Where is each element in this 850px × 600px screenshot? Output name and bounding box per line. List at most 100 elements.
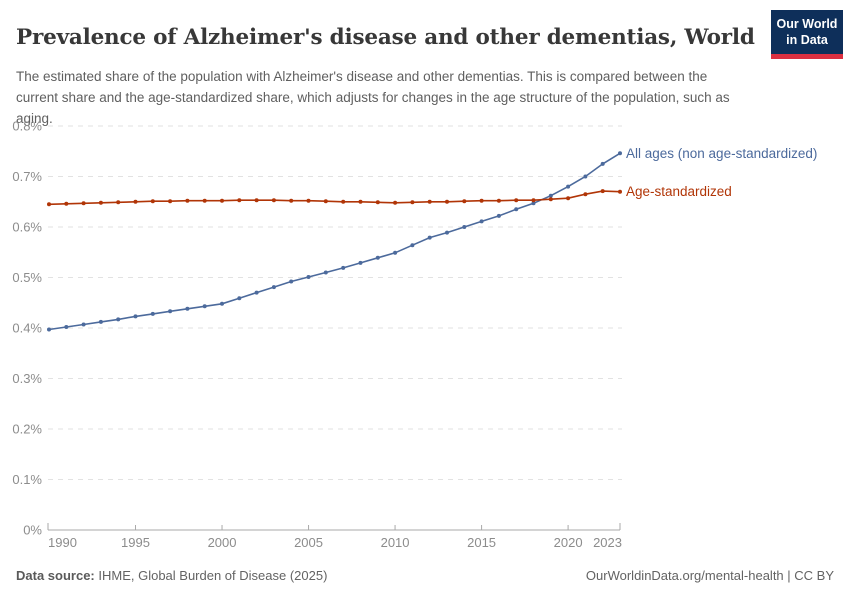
series-line-all-ages[interactable]: [48, 152, 621, 331]
x-axis-tick-label: 2020: [554, 535, 583, 550]
data-point-all-ages: [150, 311, 155, 316]
data-point-all-ages: [133, 314, 138, 319]
data-point-age-standardized: [150, 199, 155, 204]
data-point-all-ages: [583, 174, 588, 179]
data-point-age-standardized: [254, 198, 259, 203]
data-point-all-ages: [116, 317, 121, 322]
y-axis-tick-label: 0.6%: [12, 220, 42, 235]
x-axis-tick-label: 2015: [467, 535, 496, 550]
data-point-all-ages: [47, 327, 51, 332]
data-point-all-ages: [479, 219, 484, 224]
y-axis-tick-label: 0%: [23, 523, 42, 538]
x-axis-tick-label: 2023: [593, 535, 622, 550]
axis-labels-group: 0% 0.1% 0.2% 0.3% 0.4% 0.5% 0.6% 0.7% 0.8% 1990 19…: [12, 119, 622, 551]
data-point-age-standardized: [98, 200, 103, 205]
x-axis-tick-label: 1990: [48, 535, 77, 550]
data-point-age-standardized: [514, 198, 519, 203]
page-title: Prevalence of Alzheimer's disease and ot…: [16, 25, 755, 51]
data-point-all-ages: [306, 275, 311, 279]
data-point-age-standardized: [202, 198, 207, 203]
data-point-age-standardized: [375, 200, 380, 205]
data-source-label: Data source:: [16, 568, 95, 583]
data-point-all-ages: [618, 151, 622, 156]
data-source-text: IHME, Global Burden of Disease (2025): [94, 568, 328, 583]
data-point-all-ages: [445, 230, 449, 235]
data-point-all-ages: [548, 193, 553, 198]
data-point-age-standardized: [393, 200, 398, 205]
data-source-note: Data source: IHME, Global Burden of Dise…: [16, 568, 327, 583]
series-group: All ages (non age-standardized) Age-stand…: [47, 146, 817, 332]
chart-footer: Data source: IHME, Global Burden of Dise…: [16, 568, 834, 583]
y-axis-tick-label: 0.5%: [12, 270, 42, 285]
data-point-all-ages: [237, 296, 242, 301]
owid-logo-line2: in Data: [786, 32, 828, 47]
data-point-all-ages: [514, 207, 519, 212]
data-point-all-ages: [98, 319, 103, 324]
owid-logo-line1: Our World: [776, 17, 838, 31]
data-point-all-ages: [341, 265, 346, 270]
data-point-age-standardized: [81, 201, 86, 206]
data-point-all-ages: [531, 201, 536, 206]
data-point-age-standardized: [600, 189, 605, 194]
data-point-age-standardized: [583, 192, 588, 197]
data-point-all-ages: [427, 235, 432, 240]
data-point-all-ages: [254, 290, 259, 295]
data-point-age-standardized: [220, 198, 224, 203]
data-point-age-standardized: [531, 198, 536, 203]
data-point-age-standardized: [64, 201, 69, 206]
y-axis-tick-label: 0.4%: [12, 321, 42, 336]
x-axis-tick-label: 2010: [381, 535, 410, 550]
x-axis-tick-label: 2005: [294, 535, 323, 550]
data-point-all-ages: [375, 255, 380, 260]
data-point-all-ages: [271, 285, 276, 290]
gridlines-group: [48, 125, 622, 480]
data-point-all-ages: [393, 250, 398, 255]
x-axis-tick-label: 2000: [208, 535, 237, 550]
data-point-age-standardized: [462, 199, 467, 204]
data-point-all-ages: [410, 243, 415, 248]
owid-link[interactable]: OurWorldinData.org/mental-health | CC BY: [585, 568, 834, 583]
data-point-all-ages: [462, 225, 467, 229]
data-point-age-standardized: [479, 198, 484, 203]
data-point-age-standardized: [341, 199, 346, 204]
data-point-age-standardized: [496, 198, 501, 203]
data-point-all-ages: [323, 270, 328, 275]
data-point-age-standardized: [289, 198, 294, 203]
series-label-age-standardized[interactable]: Age-standardized: [626, 184, 732, 199]
data-point-all-ages: [64, 325, 69, 329]
chart-subtitle: The estimated share of the population wi…: [16, 68, 730, 127]
series-label-all-ages[interactable]: All ages (non age-standardized): [626, 146, 817, 161]
data-point-all-ages: [220, 301, 224, 306]
data-point-age-standardized: [47, 202, 51, 207]
data-point-age-standardized: [566, 196, 571, 201]
data-point-age-standardized: [133, 199, 138, 204]
data-point-age-standardized: [410, 200, 415, 205]
data-point-age-standardized: [618, 189, 622, 194]
data-point-age-standardized: [185, 198, 190, 203]
data-point-all-ages: [566, 184, 571, 189]
data-point-age-standardized: [168, 199, 173, 204]
data-point-age-standardized: [306, 198, 311, 203]
data-point-all-ages: [496, 213, 501, 218]
data-point-age-standardized: [237, 198, 242, 203]
data-point-age-standardized: [427, 199, 432, 204]
data-point-all-ages: [168, 309, 173, 314]
data-point-age-standardized: [116, 200, 121, 205]
data-point-age-standardized: [445, 199, 449, 204]
data-point-all-ages: [600, 161, 605, 166]
y-axis-tick-label: 0.3%: [12, 371, 42, 386]
y-axis-tick-label: 0.2%: [12, 422, 42, 437]
data-point-all-ages: [185, 306, 190, 311]
data-point-age-standardized: [271, 198, 276, 203]
data-point-all-ages: [358, 260, 363, 265]
data-point-all-ages: [289, 279, 294, 284]
data-point-age-standardized: [358, 199, 363, 204]
x-axis: [47, 523, 621, 531]
y-axis-tick-label: 0.1%: [12, 472, 42, 487]
data-point-all-ages: [81, 322, 86, 327]
y-axis-tick-label: 0.7%: [12, 169, 42, 184]
owid-logo[interactable]: Our World in Data: [771, 10, 843, 60]
data-point-age-standardized: [548, 197, 553, 202]
series-line-age-standardized[interactable]: [48, 190, 621, 206]
